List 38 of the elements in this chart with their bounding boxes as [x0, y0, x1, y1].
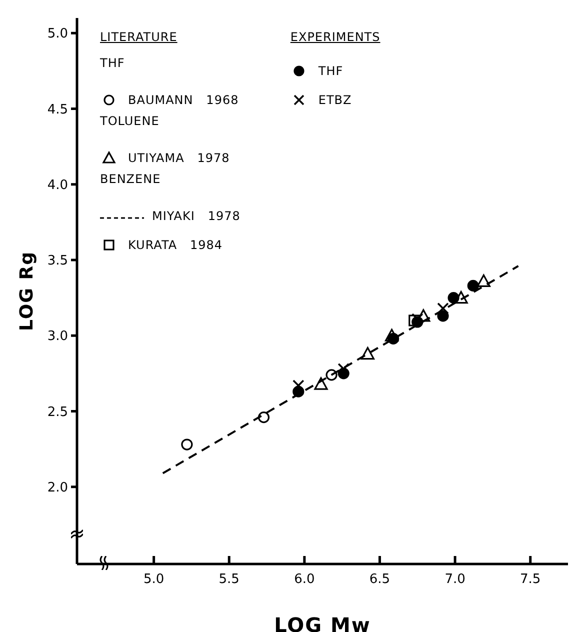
annotation: LITERATURE: [100, 30, 178, 44]
annotation: EXPERIMENTS: [290, 30, 380, 44]
point: [338, 362, 350, 375]
legend-label: MIYAKI 1978: [152, 208, 240, 222]
x-tick-label: 5.0: [143, 572, 164, 588]
x-tick-label: 7.0: [444, 572, 466, 588]
point: [258, 411, 270, 424]
y-tick-label: 3.5: [47, 254, 68, 269]
y-tick-label: 5.0: [47, 26, 68, 42]
y-tick-label: 2.5: [47, 404, 68, 420]
point: [292, 380, 304, 392]
point: [360, 346, 374, 360]
point: [437, 310, 449, 322]
legend-label: ETBZ: [318, 92, 352, 106]
legend-label: THF: [318, 64, 344, 78]
y-tick-label: 3.0: [47, 329, 68, 344]
point: [476, 274, 490, 287]
point: [448, 292, 460, 304]
point: [181, 438, 193, 450]
annotation: BENZENE: [100, 172, 162, 188]
x-tick-label: 7.5: [520, 572, 541, 588]
x-tick-label: 6.0: [294, 572, 315, 588]
y-tick-label: 2.0: [47, 480, 68, 496]
point: [387, 332, 400, 344]
x-tick-label: 6.5: [369, 572, 390, 588]
y-tick-label: 4.5: [47, 102, 68, 118]
point: [411, 313, 424, 325]
legend-label: UTIYAMA 1978: [128, 150, 230, 164]
point: [467, 280, 479, 292]
annotation: TOLUENE: [100, 114, 160, 130]
x-tick-label: 5.5: [218, 572, 240, 588]
annotation: THF: [100, 56, 126, 72]
point: [437, 302, 449, 314]
x-axis-title: LOG Mw: [274, 613, 371, 632]
legend-label: KURATA 1984: [128, 238, 223, 252]
y-tick-label: 4.0: [47, 178, 68, 193]
legend-label: BAUMANN 1968: [128, 92, 239, 106]
y-axis-title: LOG Rg: [16, 251, 38, 331]
